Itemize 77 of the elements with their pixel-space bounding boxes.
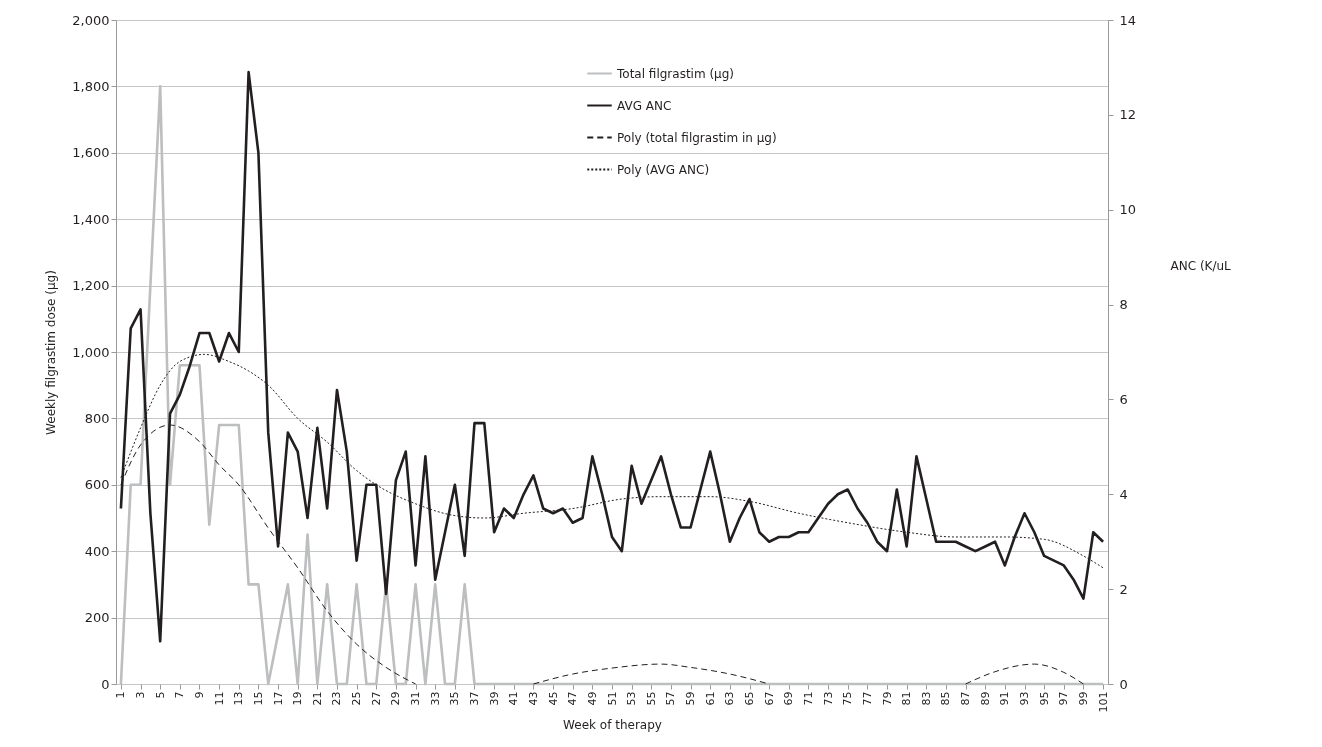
y-tick-label: 1,200 — [72, 278, 110, 294]
x-tick-label: 79 — [880, 691, 894, 706]
x-tick-label: 59 — [684, 691, 698, 706]
x-tick-label: 51 — [605, 691, 619, 706]
x-tick-label: 29 — [389, 691, 403, 706]
x-tick-label: 89 — [978, 691, 992, 706]
x-tick-label: 99 — [1076, 691, 1090, 706]
x-tick-label: 45 — [546, 691, 560, 706]
x-tick-label: 93 — [1018, 691, 1032, 706]
x-tick-label: 53 — [625, 691, 639, 706]
x-tick-label: 31 — [409, 691, 423, 706]
y-tick-label: 800 — [84, 410, 110, 426]
y-tick-label: 200 — [84, 610, 110, 626]
x-tick-label: 3 — [134, 691, 148, 699]
x-tick-label: 71 — [801, 691, 815, 706]
y-axis-title: Weekly filgrastim dose (μg) — [44, 270, 59, 435]
x-tick-label: 65 — [743, 691, 756, 706]
x-tick-label: 85 — [939, 691, 953, 706]
x-tick-label: 9 — [192, 691, 206, 699]
x-tick-label: 95 — [1037, 691, 1051, 706]
x-tick-label: 83 — [919, 691, 933, 706]
y-tick-label: 400 — [84, 543, 110, 559]
x-tick-label: 33 — [428, 691, 442, 706]
y2-tick-label: 10 — [1119, 202, 1137, 218]
x-axis-title: Week of therapy — [563, 718, 662, 733]
x-tick-label: 39 — [487, 691, 501, 706]
x-tick-label: 15 — [251, 691, 265, 706]
x-tick-label: 7 — [173, 691, 187, 699]
legend-label: Total filgrastim (μg) — [616, 66, 735, 81]
x-tick-label: 73 — [821, 691, 835, 706]
y2-tick-label: 0 — [1119, 676, 1128, 692]
y-tick-label: 0 — [101, 676, 110, 692]
x-tick-label: 75 — [841, 691, 855, 706]
y2-tick-label: 14 — [1119, 12, 1137, 28]
y2-tick-label: 4 — [1119, 486, 1128, 502]
x-tick-label: 67 — [762, 691, 776, 706]
x-tick-label: 1 — [114, 691, 128, 699]
y2-tick-label: 6 — [1119, 391, 1128, 407]
x-tick-label: 41 — [507, 691, 521, 706]
x-tick-label: 5 — [153, 691, 167, 699]
y-tick-label: 1,800 — [72, 78, 110, 94]
y-tick-label: 600 — [84, 477, 110, 493]
x-tick-label: 63 — [723, 691, 737, 706]
legend-label: AVG ANC — [617, 98, 672, 113]
y-tick-label: 2,000 — [72, 12, 110, 28]
x-tick-label: 49 — [585, 691, 599, 706]
x-tick-label: 17 — [271, 691, 285, 706]
x-tick-label: 21 — [310, 691, 324, 706]
x-tick-label: 27 — [369, 691, 383, 706]
x-tick-label: 47 — [566, 691, 580, 706]
x-tick-label: 13 — [232, 691, 246, 706]
x-tick-label: 55 — [644, 691, 658, 706]
y2-axis-title: ANC (K/uL — [1170, 258, 1232, 273]
x-tick-label: 11 — [212, 691, 226, 706]
x-tick-label: 43 — [526, 691, 540, 706]
y-tick-label: 1,600 — [72, 145, 110, 161]
x-tick-label: 35 — [448, 691, 462, 706]
x-tick-label: 101 — [1096, 691, 1110, 713]
legend-label: Poly (AVG ANC) — [617, 162, 710, 177]
y2-tick-label: 12 — [1119, 107, 1137, 123]
x-tick-label: 69 — [782, 691, 796, 706]
x-tick-label: 97 — [1057, 691, 1071, 706]
x-tick-label: 87 — [959, 691, 973, 706]
x-tick-label: 25 — [350, 691, 364, 706]
x-tick-label: 81 — [900, 691, 914, 706]
x-tick-label: 77 — [860, 691, 874, 706]
x-tick-label: 23 — [330, 691, 344, 706]
x-tick-label: 19 — [291, 691, 305, 706]
y2-tick-label: 2 — [1119, 581, 1128, 597]
x-tick-label: 37 — [468, 691, 481, 706]
x-tick-label: 57 — [664, 691, 678, 706]
x-tick-label: 61 — [703, 691, 717, 706]
x-tick-label: 91 — [998, 691, 1012, 706]
y-tick-label: 1,400 — [72, 211, 110, 227]
y-tick-label: 1,000 — [72, 344, 110, 360]
y2-tick-label: 8 — [1119, 297, 1128, 313]
legend-label: Poly (total filgrastim in μg) — [617, 130, 777, 145]
